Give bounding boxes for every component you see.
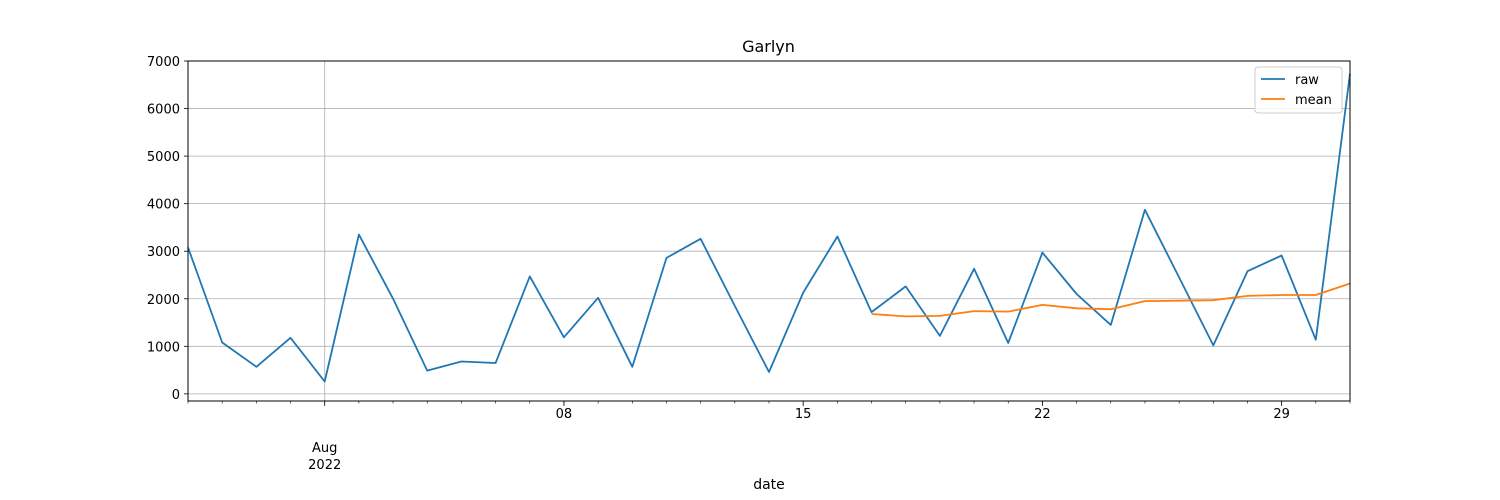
y-tick-label: 7000 [147, 55, 180, 70]
x-tick-label: 15 [795, 407, 812, 422]
x-tick-label: 29 [1273, 407, 1290, 422]
x-tick-label: Aug [312, 441, 337, 456]
y-tick-label: 5000 [147, 150, 180, 165]
series-line-raw [187, 73, 1351, 383]
x-axis-label: date [753, 477, 785, 493]
y-tick-label: 2000 [147, 293, 180, 308]
y-tick-label: 3000 [147, 245, 180, 260]
x-tick-label: 22 [1034, 407, 1051, 422]
chart-title: Garlyn [742, 37, 795, 56]
legend: raw mean [1254, 66, 1343, 114]
y-tick-label: 0 [172, 388, 180, 403]
legend-label-mean: mean [1295, 93, 1332, 108]
y-tick-label: 6000 [147, 103, 180, 118]
grid-lines [188, 60, 1350, 401]
y-axis: 0 1000 2000 3000 4000 5000 6000 7000 [147, 55, 188, 403]
x-axis: Aug 2022 08 15 22 29 [187, 401, 1351, 473]
x-tick-label-year: 2022 [308, 458, 341, 473]
x-tick-label: 08 [556, 407, 573, 422]
series-line-mean [871, 282, 1351, 318]
plot-frame [187, 60, 1351, 402]
y-tick-label: 4000 [147, 198, 180, 213]
series-lines [187, 73, 1351, 383]
y-tick-label: 1000 [147, 340, 180, 355]
legend-label-raw: raw [1295, 73, 1319, 88]
